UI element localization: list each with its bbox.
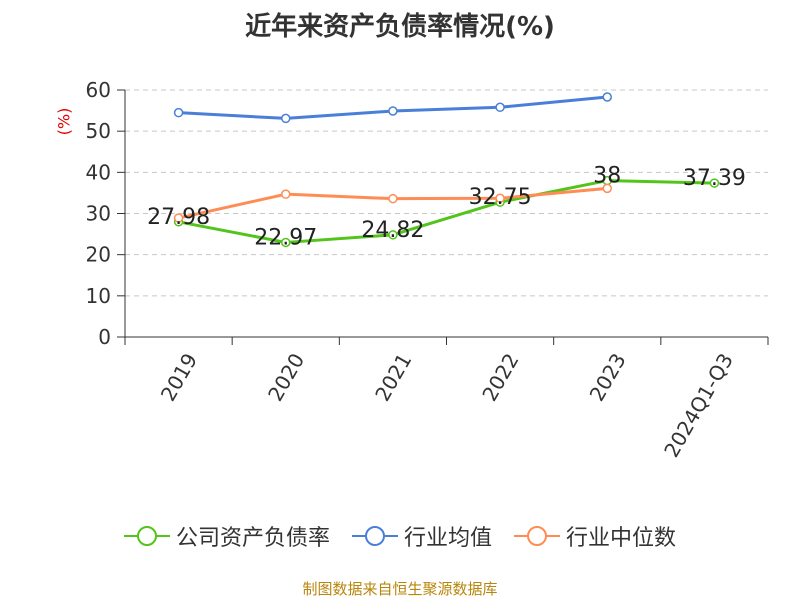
y-tick-label: 20 <box>86 243 111 267</box>
grid-lines <box>125 89 768 297</box>
data-label: 37.39 <box>683 166 746 191</box>
y-tick-label: 10 <box>86 284 111 308</box>
y-tick-label: 40 <box>86 160 111 184</box>
data-label: 24.82 <box>361 218 424 243</box>
data-point <box>173 213 184 223</box>
data-point <box>173 107 184 118</box>
x-tick-label: 2019 <box>156 349 202 405</box>
data-point <box>281 237 291 248</box>
y-axis-ticks: 0 10 20 30 40 50 60 <box>86 78 125 349</box>
data-label: 38 <box>593 164 621 189</box>
data-labels: 27.98 22.97 24.82 32.75 38 37.39 <box>147 164 746 251</box>
legend-marker-icon <box>514 526 560 546</box>
legend-marker-icon <box>351 526 398 546</box>
legend-circle <box>136 526 157 546</box>
data-point <box>388 193 398 204</box>
data-point <box>388 230 398 240</box>
data-label: 32.75 <box>469 185 532 210</box>
legend: 公司资产负债率 行业均值 行业中位数 <box>0 520 800 552</box>
data-point <box>495 193 505 204</box>
legend-label: 行业均值 <box>403 526 492 551</box>
data-point <box>495 102 505 113</box>
series-line <box>178 179 715 244</box>
data-point <box>602 183 612 194</box>
series-lines <box>173 92 720 248</box>
x-tick-label: 2020 <box>263 349 309 405</box>
data-point <box>281 189 291 199</box>
y-tick-label: 30 <box>86 202 111 226</box>
x-tick-label: 2022 <box>477 349 523 405</box>
x-axis: 2019 2020 2021 2022 2023 2024Q1-Q3 <box>124 90 769 461</box>
x-tick-label: 2021 <box>370 349 416 405</box>
legend-item[interactable]: 行业均值 <box>351 520 492 552</box>
data-label: 22.97 <box>254 225 317 250</box>
data-point <box>709 178 720 188</box>
y-tick-label: 60 <box>86 78 111 102</box>
data-label: 27.98 <box>147 205 210 230</box>
data-point <box>602 92 612 102</box>
y-tick-label: 0 <box>98 325 111 349</box>
x-tick-label: 2023 <box>585 349 631 405</box>
legend-marker-icon <box>123 526 170 546</box>
legend-label: 公司资产负债率 <box>175 526 330 551</box>
legend-circle <box>364 526 385 546</box>
data-point <box>388 106 398 116</box>
data-point <box>281 113 291 124</box>
legend-item[interactable]: 行业中位数 <box>514 520 676 552</box>
y-tick-label: 50 <box>86 119 111 143</box>
legend-circle <box>527 526 547 546</box>
x-tick-label: 2024Q1-Q3 <box>659 349 738 461</box>
legend-item[interactable]: 公司资产负债率 <box>123 520 330 552</box>
chart-title: 近年来资产负债率情况(%) <box>245 12 555 42</box>
source-note: 制图数据来自恒生聚源数据库 <box>302 580 498 598</box>
legend-label: 行业中位数 <box>566 526 677 551</box>
